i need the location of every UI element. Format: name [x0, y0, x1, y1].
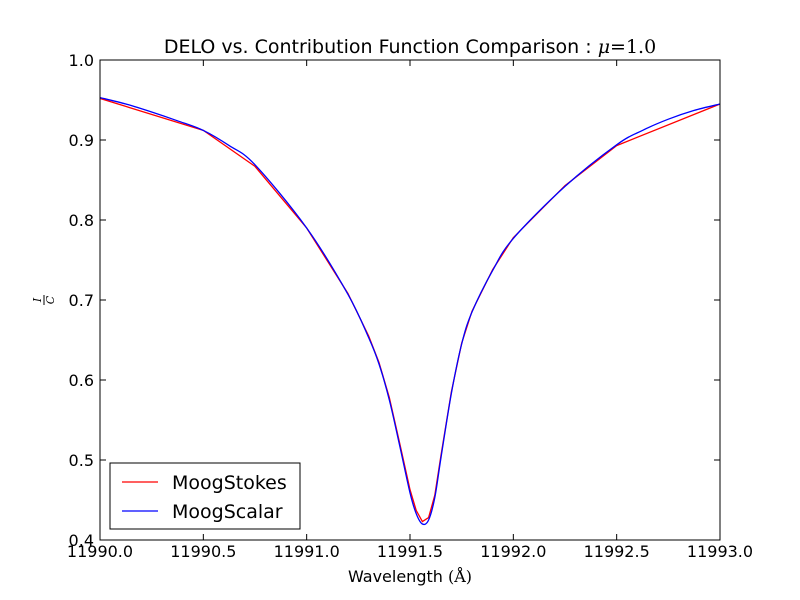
- legend-label-moogstokes: MoogStokes: [172, 472, 287, 494]
- legend-label-moogscalar: MoogScalar: [172, 501, 283, 523]
- series-line-moogscalar: [100, 96, 720, 526]
- y-tick-label: 0.8: [69, 211, 94, 230]
- plot-area: [100, 60, 720, 540]
- x-tick-label: 11991.5: [377, 542, 443, 561]
- x-tick-label: 11992.0: [480, 542, 546, 561]
- x-axis-label-text: Wavelength: [348, 567, 448, 586]
- y-axis-label: I C: [31, 295, 57, 305]
- chart-title-text: DELO vs. Contribution Function Compariso…: [164, 36, 598, 58]
- tick-labels: 11990.0 11990.5 11991.0 11991.5 11992.0 11992…: [67, 51, 753, 561]
- chart-title-mu: μ: [598, 36, 610, 58]
- plot-frame: [99, 59, 721, 541]
- x-tick-label: 11991.0: [274, 542, 340, 561]
- x-axis-label: Wavelength (Å): [348, 566, 472, 586]
- x-tick-label: 11990.0: [67, 542, 133, 561]
- legend: MoogStokes MoogScalar: [109, 462, 301, 530]
- series-layer: [100, 96, 720, 526]
- y-tick-label: 0.4: [69, 531, 94, 550]
- y-tick-label: 0.9: [69, 131, 94, 150]
- chart-title-mu-value: =1.0: [610, 36, 656, 58]
- x-tick-label: 11992.5: [584, 542, 650, 561]
- y-tick-label: 1.0: [69, 51, 94, 70]
- chart-title: DELO vs. Contribution Function Compariso…: [164, 36, 656, 58]
- x-tick-label: 11993.0: [687, 542, 753, 561]
- y-tick-label: 0.5: [69, 451, 94, 470]
- legend-box: [109, 462, 301, 530]
- y-axis-label-denominator: C: [44, 295, 57, 304]
- x-axis-label-unit: (Å): [448, 566, 472, 586]
- x-tick-label: 11990.5: [170, 542, 236, 561]
- y-tick-label: 0.6: [69, 371, 94, 390]
- y-tick-label: 0.7: [69, 291, 94, 310]
- y-axis-label-numerator: I: [31, 297, 44, 303]
